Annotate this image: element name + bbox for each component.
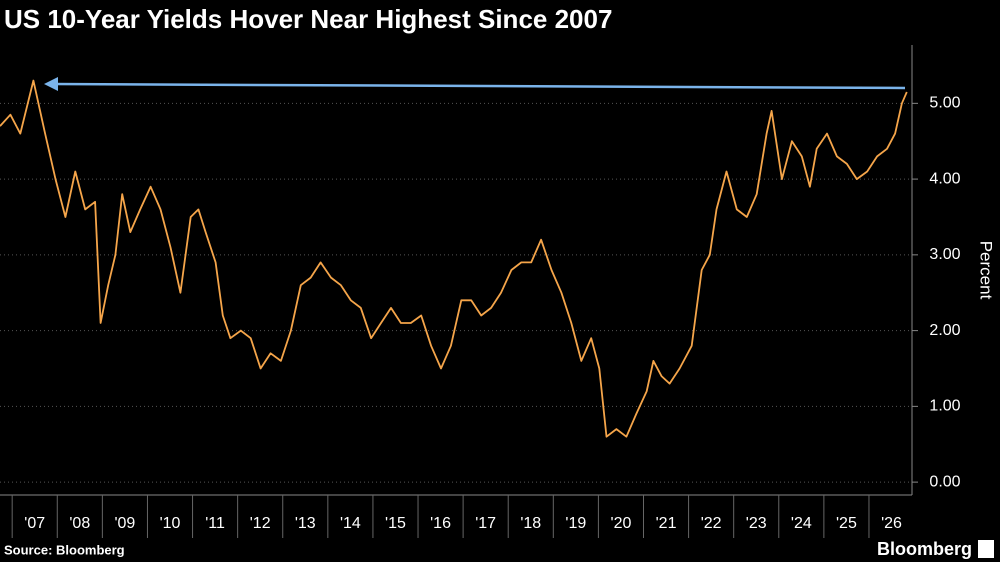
- y-axis-title: Percent: [977, 241, 996, 300]
- y-tick-label: 3.00: [929, 246, 960, 263]
- y-tick-label: 5.00: [929, 95, 960, 112]
- x-tick-label: '21: [656, 515, 677, 532]
- x-tick-label: '11: [205, 515, 225, 532]
- plot-area: [0, 79, 910, 483]
- annotation-arrow: [51, 82, 906, 90]
- x-tick-label: '18: [520, 515, 541, 532]
- x-tick-label: '13: [295, 515, 316, 532]
- x-tick-label: '20: [611, 515, 632, 532]
- y-tick-label: 0.00: [929, 473, 960, 490]
- x-tick-label: '17: [475, 515, 496, 532]
- x-tick-label: '09: [114, 515, 135, 532]
- y-tick-label: 4.00: [929, 170, 960, 187]
- x-tick-label: '24: [791, 515, 812, 532]
- x-tick-label: '16: [430, 515, 451, 532]
- annotation-arrowhead: [44, 77, 58, 91]
- x-tick-label: '12: [250, 515, 271, 532]
- y-tick-label: 2.00: [929, 322, 960, 339]
- source-note: Source: Bloomberg: [4, 542, 125, 557]
- x-tick-label: '23: [746, 515, 767, 532]
- x-tick-label: '26: [881, 515, 902, 532]
- x-tick-label: '14: [340, 515, 361, 532]
- x-tick-label: '10: [160, 515, 181, 532]
- x-tick-label: '22: [701, 515, 722, 532]
- brand-icon: [978, 540, 994, 558]
- x-tick-label: '19: [565, 515, 586, 532]
- yield-line: [0, 79, 908, 438]
- y-tick-label: 1.00: [929, 398, 960, 415]
- x-tick-label: '25: [836, 515, 857, 532]
- x-tick-label: '07: [24, 515, 45, 532]
- x-tick-label: '15: [385, 515, 406, 532]
- x-tick-label: '08: [69, 515, 90, 532]
- brand: Bloomberg: [877, 539, 972, 559]
- chart-title: US 10-Year Yields Hover Near Highest Sin…: [4, 4, 612, 34]
